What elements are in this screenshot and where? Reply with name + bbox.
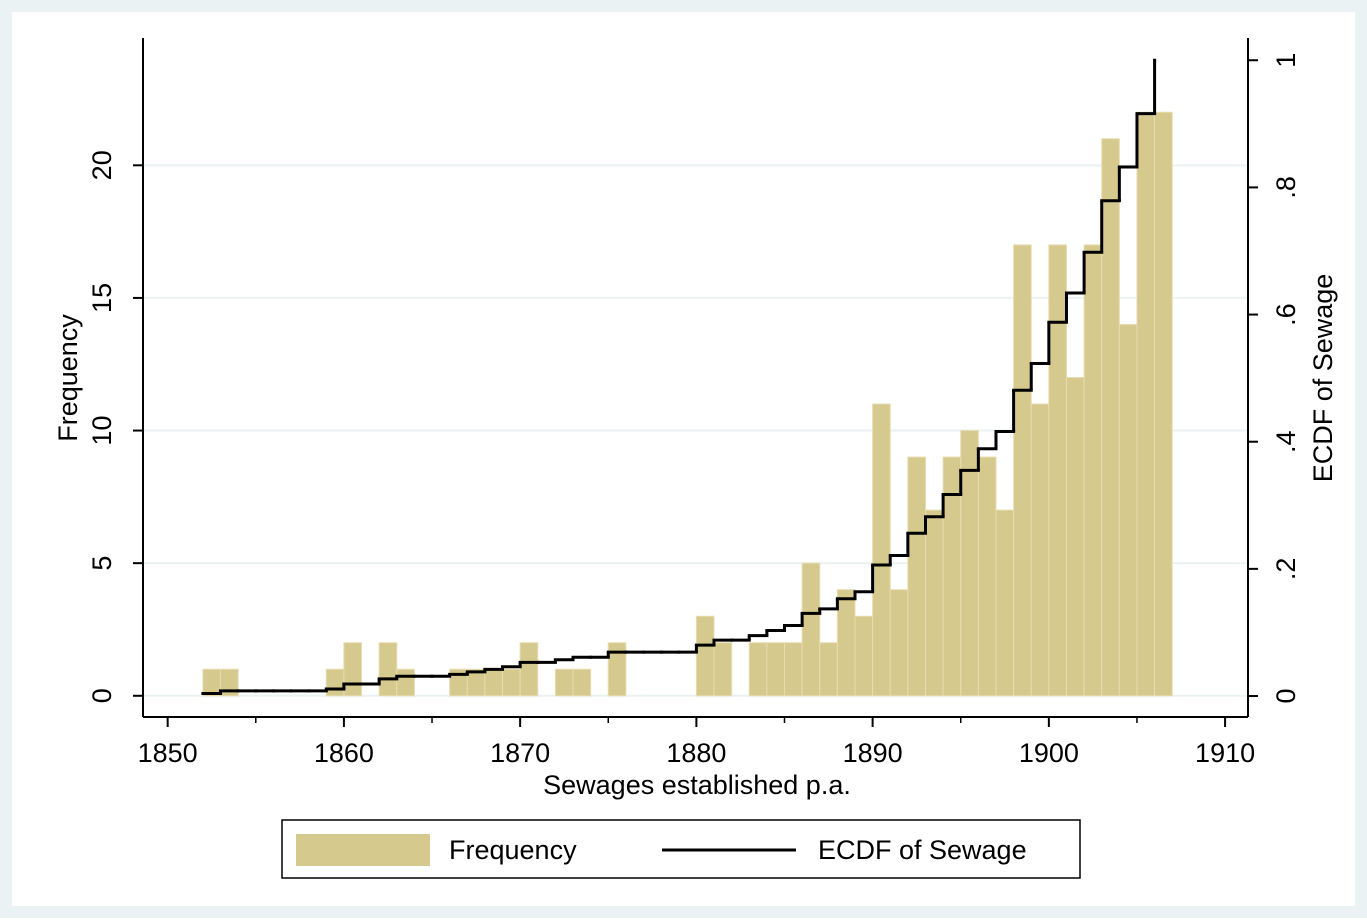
bar	[343, 642, 363, 697]
y-tick-label: 5	[87, 556, 117, 571]
bar	[572, 668, 592, 697]
bar	[1101, 138, 1120, 697]
bar	[713, 642, 733, 697]
bar	[396, 668, 415, 697]
y2-tick-label: .2	[1271, 558, 1301, 581]
x-tick-label: 1900	[1019, 738, 1079, 768]
y2-tick-label: .8	[1271, 176, 1301, 199]
y-tick-label: 20	[87, 150, 117, 180]
bar	[378, 642, 398, 697]
y-tick-label: 15	[87, 283, 117, 313]
x-tick-label: 1880	[666, 738, 726, 768]
bar	[801, 562, 821, 697]
bar	[484, 668, 504, 697]
x-tick-label: 1870	[490, 738, 550, 768]
y-axis-title: Frequency	[53, 314, 83, 442]
bar	[748, 642, 768, 697]
bar	[1065, 377, 1085, 697]
bar	[1154, 111, 1173, 697]
x-tick-label: 1850	[138, 738, 198, 768]
y2-axis-title: ECDF of Sewage	[1308, 274, 1338, 483]
bar	[836, 589, 856, 697]
legend-swatch	[296, 834, 430, 866]
x-tick-label: 1890	[843, 738, 903, 768]
y-tick-label: 10	[87, 416, 117, 446]
x-tick-label: 1860	[314, 738, 374, 768]
bar	[519, 642, 539, 697]
bar	[1136, 111, 1156, 697]
y2-tick-label: 0	[1271, 689, 1301, 704]
y2-tick-label: .6	[1271, 303, 1301, 326]
y-tick-label: 0	[87, 688, 117, 703]
bar	[872, 403, 891, 697]
x-tick-label: 1910	[1195, 738, 1255, 768]
bar	[924, 509, 944, 697]
bar	[854, 615, 874, 697]
bar	[554, 668, 574, 697]
bar	[1013, 244, 1032, 697]
bar	[907, 456, 926, 697]
bar	[502, 668, 521, 697]
bar	[889, 589, 909, 697]
x-axis-title: Sewages established p.a.	[543, 770, 851, 800]
legend-label: ECDF of Sewage	[818, 835, 1027, 865]
bar	[783, 642, 803, 697]
bar	[819, 642, 838, 697]
bar	[977, 456, 997, 697]
marks	[201, 58, 1173, 697]
bar	[1048, 244, 1067, 697]
bar	[325, 668, 345, 697]
bar	[1083, 244, 1103, 697]
bar	[1030, 403, 1050, 697]
bar	[1118, 323, 1138, 697]
bar	[766, 642, 785, 697]
bar	[220, 668, 239, 697]
y2-tick-label: .4	[1271, 430, 1301, 453]
bar	[695, 615, 715, 697]
y2-tick-label: 1	[1271, 53, 1301, 68]
bar	[607, 642, 627, 697]
legend-label: Frequency	[449, 835, 577, 865]
bar	[202, 668, 222, 697]
bar	[995, 509, 1015, 697]
bar	[942, 456, 962, 697]
